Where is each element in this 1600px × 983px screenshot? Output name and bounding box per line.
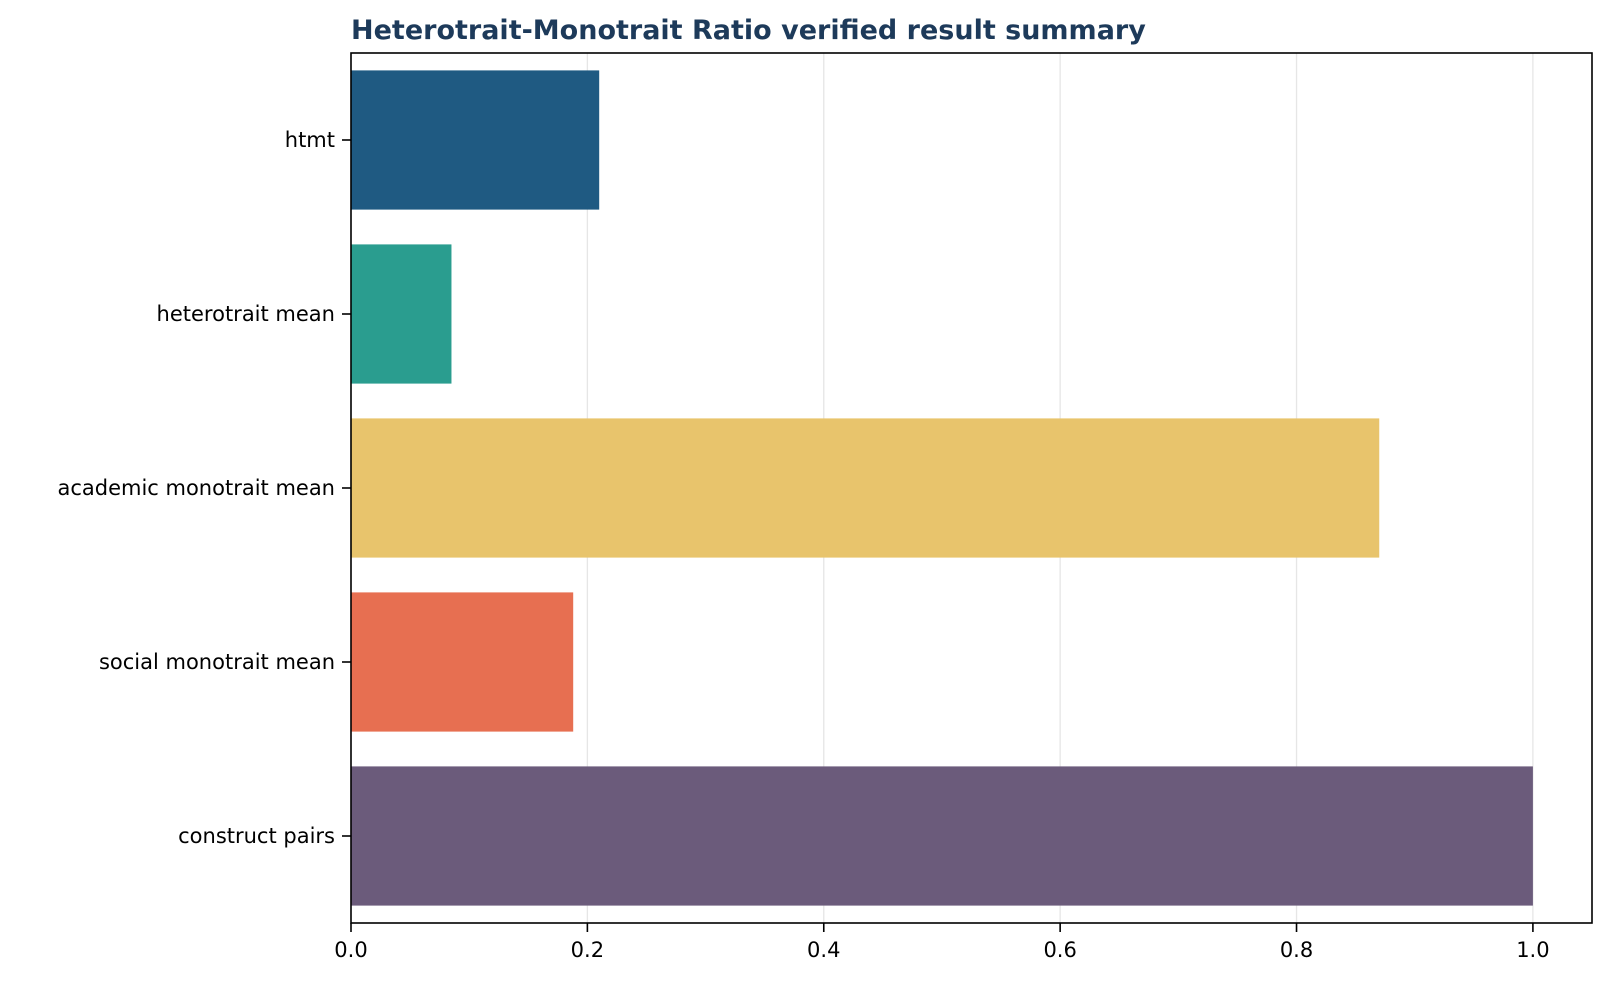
- x-tick-label: 1.0: [1516, 938, 1549, 962]
- x-tick-label: 0.0: [334, 938, 367, 962]
- x-tick-label: 0.2: [571, 938, 604, 962]
- bar-construct-pairs: [351, 766, 1533, 906]
- y-tick-label: heterotrait mean: [157, 302, 335, 326]
- bar-academic-monotrait-mean: [351, 418, 1380, 558]
- y-axis: htmt heterotrait mean academic monotrait m…: [57, 128, 351, 848]
- chart-title: Heterotrait-Monotrait Ratio verified res…: [351, 15, 1146, 46]
- bars: [351, 70, 1533, 906]
- bar-heterotrait-mean: [351, 244, 452, 384]
- x-tick-label: 0.6: [1043, 938, 1076, 962]
- y-tick-label: construct pairs: [178, 824, 335, 848]
- bar-social-monotrait-mean: [351, 592, 574, 732]
- bar-htmt: [351, 70, 600, 210]
- y-tick-label: social monotrait mean: [99, 650, 335, 674]
- x-tick-label: 0.4: [807, 938, 840, 962]
- y-tick-label: academic monotrait mean: [57, 476, 335, 500]
- x-tick-label: 0.8: [1280, 938, 1313, 962]
- y-tick-label: htmt: [285, 128, 335, 152]
- x-axis: 0.0 0.2 0.4 0.6 0.8 1.0: [334, 923, 1550, 962]
